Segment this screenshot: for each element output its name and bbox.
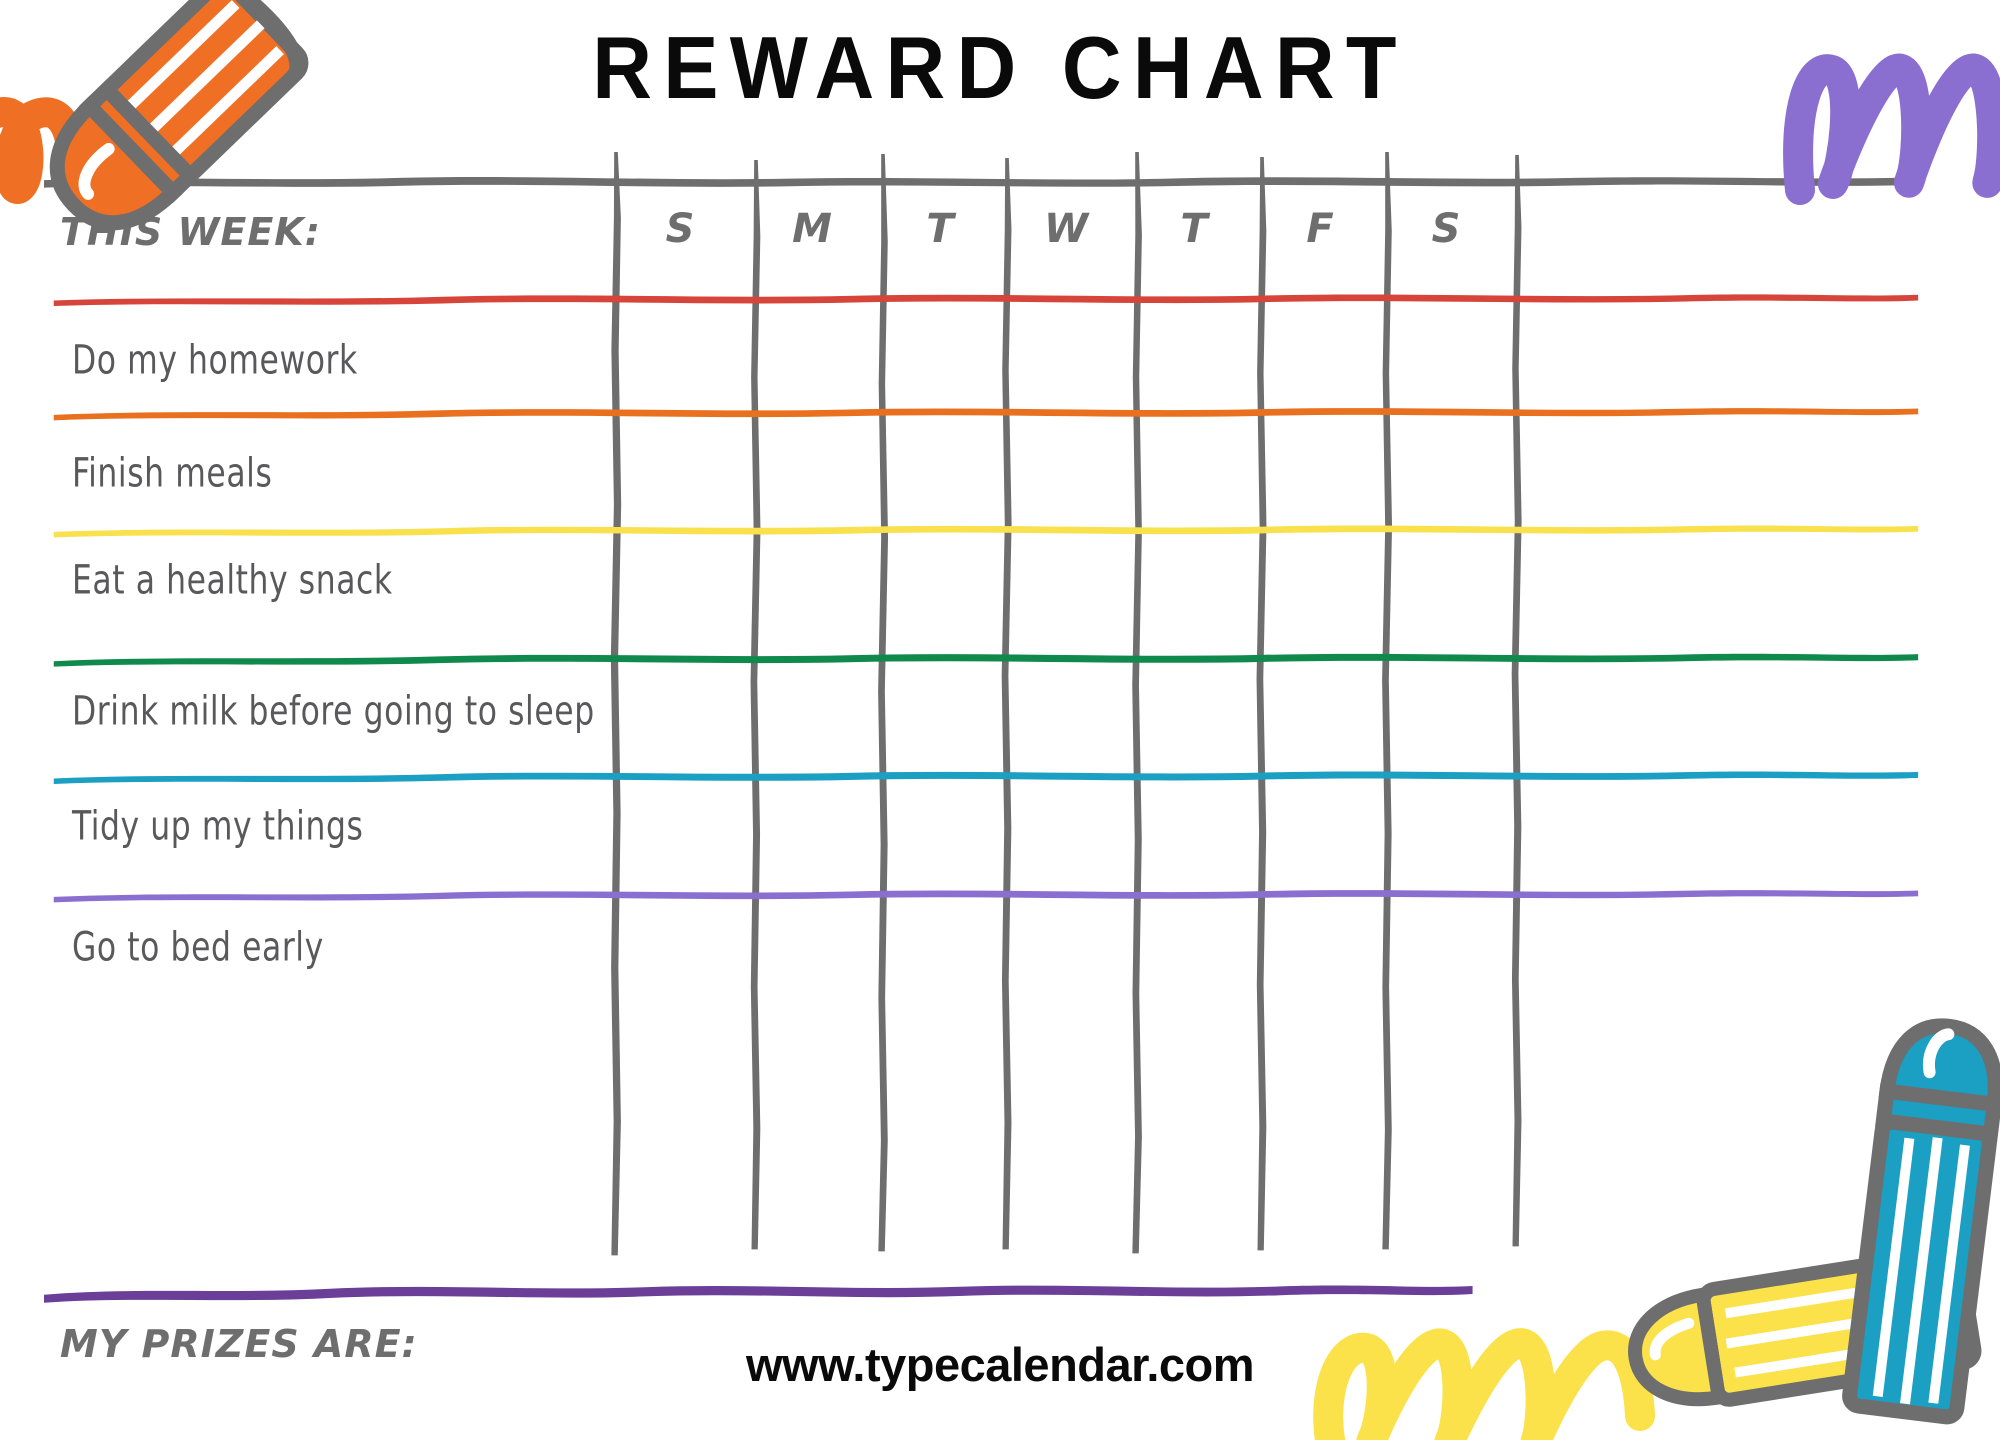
row-divider-green: [50, 650, 1920, 667]
task-label-6: Go to bed early: [72, 924, 324, 971]
row-divider-red: [50, 290, 1920, 306]
day-header-sunday: S: [665, 206, 695, 252]
grid-column-line-1: [609, 151, 623, 1256]
grid-column-line-4: [1000, 157, 1014, 1250]
my-prizes-label: My prizes are:: [60, 1322, 418, 1366]
grid-column-line-7: [1380, 151, 1394, 1250]
task-label-4: Drink milk before going to sleep: [72, 688, 595, 735]
day-header-tuesday: T: [926, 206, 954, 252]
row-divider-orange: [50, 404, 1920, 421]
task-label-2: Finish meals: [72, 450, 273, 497]
yellow-pencil-icon: [1600, 1244, 2000, 1420]
row-divider-teal: [50, 768, 1920, 784]
bottom-border-line: [44, 1282, 1474, 1303]
task-label-3: Eat a healthy snack: [72, 557, 393, 604]
this-week-label: This week:: [60, 210, 321, 254]
grid-column-line-5: [1130, 151, 1144, 1254]
task-label-1: Do my homework: [72, 337, 358, 384]
row-divider-yellow: [50, 522, 1920, 538]
grid-column-line-2: [749, 159, 763, 1250]
task-label-5: Tidy up my things: [72, 803, 364, 850]
grid-column-line-6: [1255, 156, 1269, 1251]
day-header-wednesday: W: [1043, 206, 1089, 252]
day-header-thursday: T: [1180, 206, 1208, 252]
page-title: REWARD CHART: [592, 18, 1408, 117]
day-header-monday: M: [792, 206, 832, 252]
day-header-saturday: S: [1431, 206, 1461, 252]
row-divider-purple: [50, 886, 1920, 903]
grid-column-line-8: [1510, 154, 1524, 1247]
day-header-friday: F: [1306, 206, 1334, 252]
website-url: www.typecalendar.com: [745, 1338, 1255, 1391]
top-border-line: [44, 170, 1910, 188]
grid-column-line-3: [876, 153, 890, 1252]
